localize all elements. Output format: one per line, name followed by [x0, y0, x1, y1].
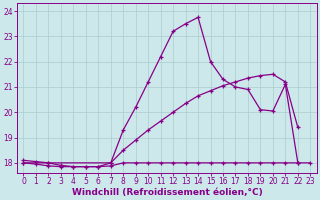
X-axis label: Windchill (Refroidissement éolien,°C): Windchill (Refroidissement éolien,°C) — [72, 188, 262, 197]
